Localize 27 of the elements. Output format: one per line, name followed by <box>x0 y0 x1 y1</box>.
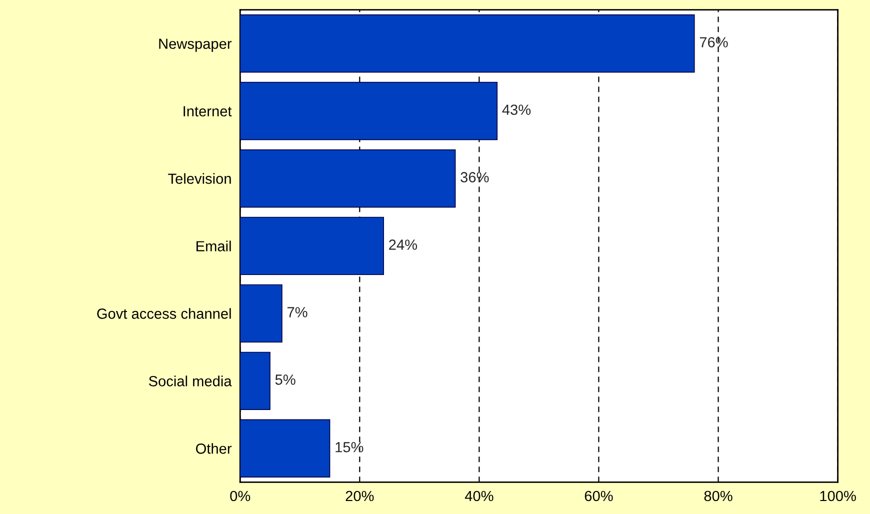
y-tick-label: Email <box>196 240 231 252</box>
data-label: 15% <box>336 442 364 452</box>
y-tick-label: Social media <box>148 376 232 386</box>
x-tick-label: 80% <box>704 490 732 502</box>
data-label: 24% <box>389 240 418 250</box>
x-tick-label: 60% <box>584 490 613 502</box>
bar <box>240 284 282 343</box>
data-label: 5% <box>275 374 296 385</box>
bar <box>240 216 384 276</box>
y-tick-label: Internet <box>184 106 232 116</box>
x-tick-label: 100% <box>820 490 856 502</box>
x-tick-label: 20% <box>346 490 374 502</box>
bar <box>240 149 456 208</box>
bar <box>240 14 695 73</box>
y-tick-label: Newspaper <box>159 38 232 52</box>
bar <box>240 82 498 140</box>
x-tick-label: 0% <box>230 490 250 502</box>
y-tick-label: Other <box>196 443 232 454</box>
y-tick-label: Television <box>168 173 231 184</box>
data-label: 36% <box>460 172 489 182</box>
y-tick-label: Govt access channel <box>97 308 231 319</box>
x-tick-label: 40% <box>464 490 494 502</box>
data-label: 43% <box>502 104 531 115</box>
bar <box>240 352 270 410</box>
data-label: 7% <box>287 307 308 318</box>
data-label: 76% <box>700 37 728 48</box>
bar <box>240 419 330 478</box>
